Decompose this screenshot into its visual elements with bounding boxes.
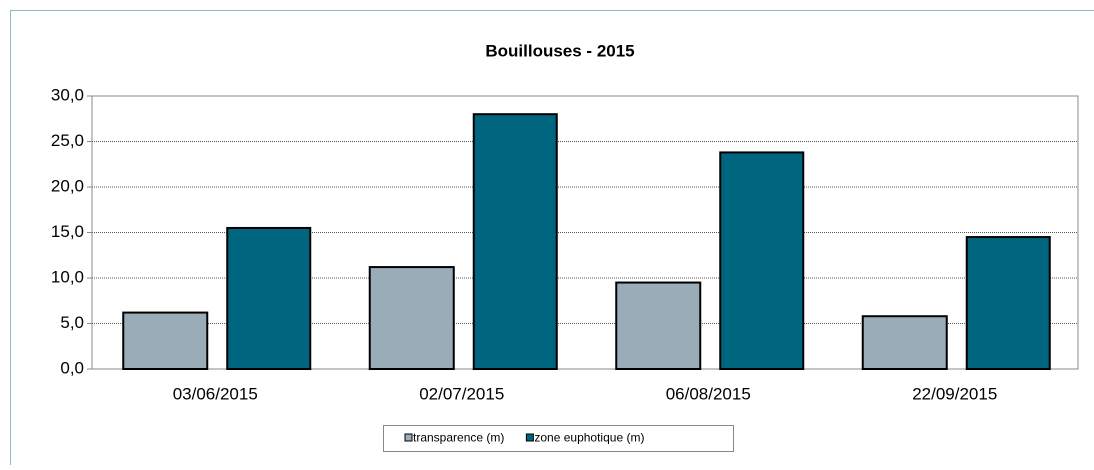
bar bbox=[616, 283, 700, 369]
x-tick-label: 06/08/2015 bbox=[666, 384, 751, 403]
y-tick-label: 15,0 bbox=[51, 222, 84, 241]
chart-title: Bouillouses - 2015 bbox=[485, 41, 634, 60]
x-tick-label: 02/07/2015 bbox=[419, 384, 504, 403]
x-tick-label: 22/09/2015 bbox=[912, 384, 997, 403]
legend-swatch bbox=[405, 434, 412, 441]
legend-swatch bbox=[526, 434, 533, 441]
bar bbox=[720, 152, 803, 369]
legend-label: zone euphotique (m) bbox=[534, 431, 644, 445]
y-tick-label: 25,0 bbox=[51, 131, 84, 150]
legend-label: transparence (m) bbox=[413, 431, 504, 445]
x-tick-label: 03/06/2015 bbox=[173, 384, 258, 403]
y-tick-label: 5,0 bbox=[60, 313, 84, 332]
bar bbox=[863, 316, 947, 369]
bar bbox=[474, 114, 557, 369]
y-tick-label: 20,0 bbox=[51, 176, 84, 195]
y-tick-label: 30,0 bbox=[51, 85, 84, 104]
bar bbox=[227, 228, 310, 369]
y-tick-label: 0,0 bbox=[60, 358, 84, 377]
bar bbox=[123, 313, 207, 369]
y-tick-label: 10,0 bbox=[51, 267, 84, 286]
bar bbox=[967, 237, 1050, 369]
bar bbox=[370, 267, 454, 369]
